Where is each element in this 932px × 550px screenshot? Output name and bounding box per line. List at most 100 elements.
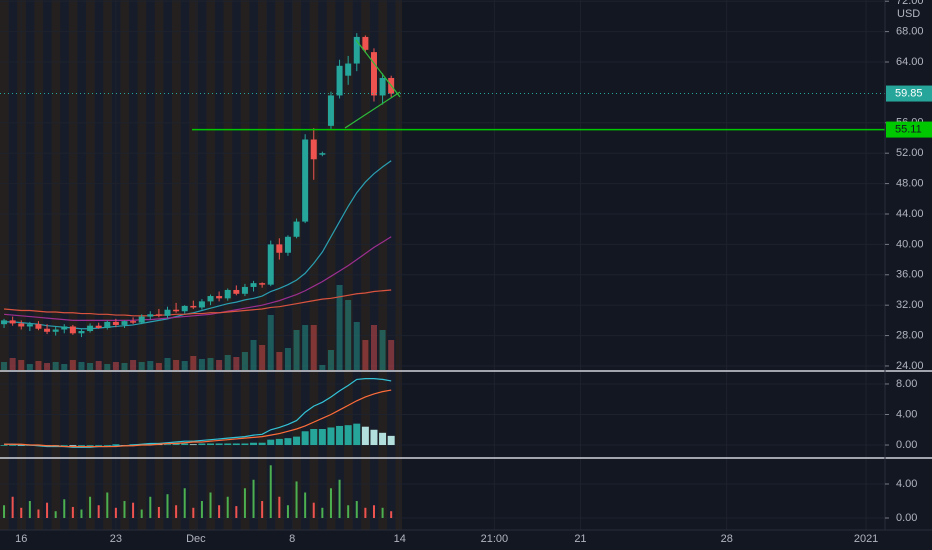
indicator-bar [312,502,315,519]
histogram-bar [327,427,335,446]
candle-body [250,283,257,287]
indicator-bar [183,488,186,519]
histogram-bar [310,428,318,446]
price-label: 55.11 [895,123,922,135]
indicator-bar [347,505,350,519]
candle-body [35,324,42,329]
candle-body [302,139,309,222]
histogram-bar [9,445,17,446]
y-tick-label: 44.00 [896,208,924,220]
y-tick-label: 32.00 [896,299,924,311]
volume-bar [267,315,274,370]
candle-body [52,329,59,332]
indicator-bar [46,502,49,519]
indicator-bar [175,505,178,519]
volume-bar [181,361,188,370]
y-tick-label: 8.00 [896,378,917,390]
indicator-bar [89,496,92,519]
indicator-bar [209,492,212,519]
indicator-bar [71,506,74,519]
volume-bar [216,360,223,370]
volume-bar [130,360,137,370]
indicator-bar [140,509,143,519]
indicator-bar [20,507,23,519]
indicator-bar [106,492,109,519]
x-tick-label: 23 [110,533,122,545]
price-label-bg [886,121,932,138]
candle-body [293,221,300,237]
x-tick-label: 8 [289,533,295,545]
candle-body [259,283,266,285]
indicator-bar [364,507,367,519]
candle-body [327,95,334,126]
volume-bar [310,325,317,370]
indicator-bar [28,501,31,519]
histogram-bar [267,439,275,446]
volume-bar [18,360,25,370]
candle-body [87,325,94,332]
histogram-bar [181,443,189,446]
indicator-bar [218,505,221,519]
volume-bar [155,363,162,370]
histogram-bar [198,443,206,446]
candle-body [224,289,231,299]
histogram-bar [353,423,361,446]
histogram-bar [232,443,240,446]
volume-bar [319,365,326,370]
histogram-bar [370,429,378,446]
indicator-bar [37,509,40,519]
indicator-bar [269,465,272,519]
histogram-bar [336,425,344,446]
candle-body [336,65,343,96]
histogram-bar [250,442,258,446]
trend-line [355,39,401,98]
x-tick-label: 2021 [854,533,878,545]
y-tick-label: 0.00 [896,512,917,524]
volume-bar [250,340,257,370]
histogram-bar [318,428,326,446]
volume-bar [224,355,231,370]
volume-bar [241,352,248,370]
histogram-bar [284,438,292,446]
indicator-bar [80,509,83,519]
candle-body [284,236,291,253]
candle-body [44,328,51,332]
y-tick-label: 40.00 [896,238,924,250]
volume-bar [284,348,291,370]
histogram-bar [301,431,309,446]
moving-average [3,236,392,321]
x-tick-label: 21:00 [481,533,509,545]
histogram-bar [215,443,223,446]
indicator-bar [304,492,307,519]
moving-average [3,289,392,317]
volume-bar [112,362,119,370]
volume-bar [336,285,343,370]
volume-bar [44,363,51,370]
y-tick-label: 68.00 [896,26,924,38]
candle-body [216,296,223,299]
x-tick-label: Dec [186,533,206,545]
indicator-bar [149,496,152,519]
volume-bar [78,362,85,370]
volume-bar [353,322,360,370]
volume-bar [388,340,395,370]
histogram-bar [344,425,352,446]
candle-body [190,305,197,308]
moving-average [4,160,392,330]
volume-bar [147,361,154,370]
volume-bar [95,361,102,370]
indicator-bar [97,505,100,519]
volume-bar [302,325,309,370]
candle-body [362,36,369,50]
histogram-bar [146,443,154,446]
volume-bar [9,358,16,370]
indicator-bar [132,502,135,519]
candle-body [112,321,119,325]
indicator-bar [11,496,14,519]
histogram-bar [293,436,301,446]
y-tick-label: 64.00 [896,56,924,68]
candle-body [138,316,145,323]
indicator-bar [243,488,246,519]
histogram-bar [379,432,387,446]
